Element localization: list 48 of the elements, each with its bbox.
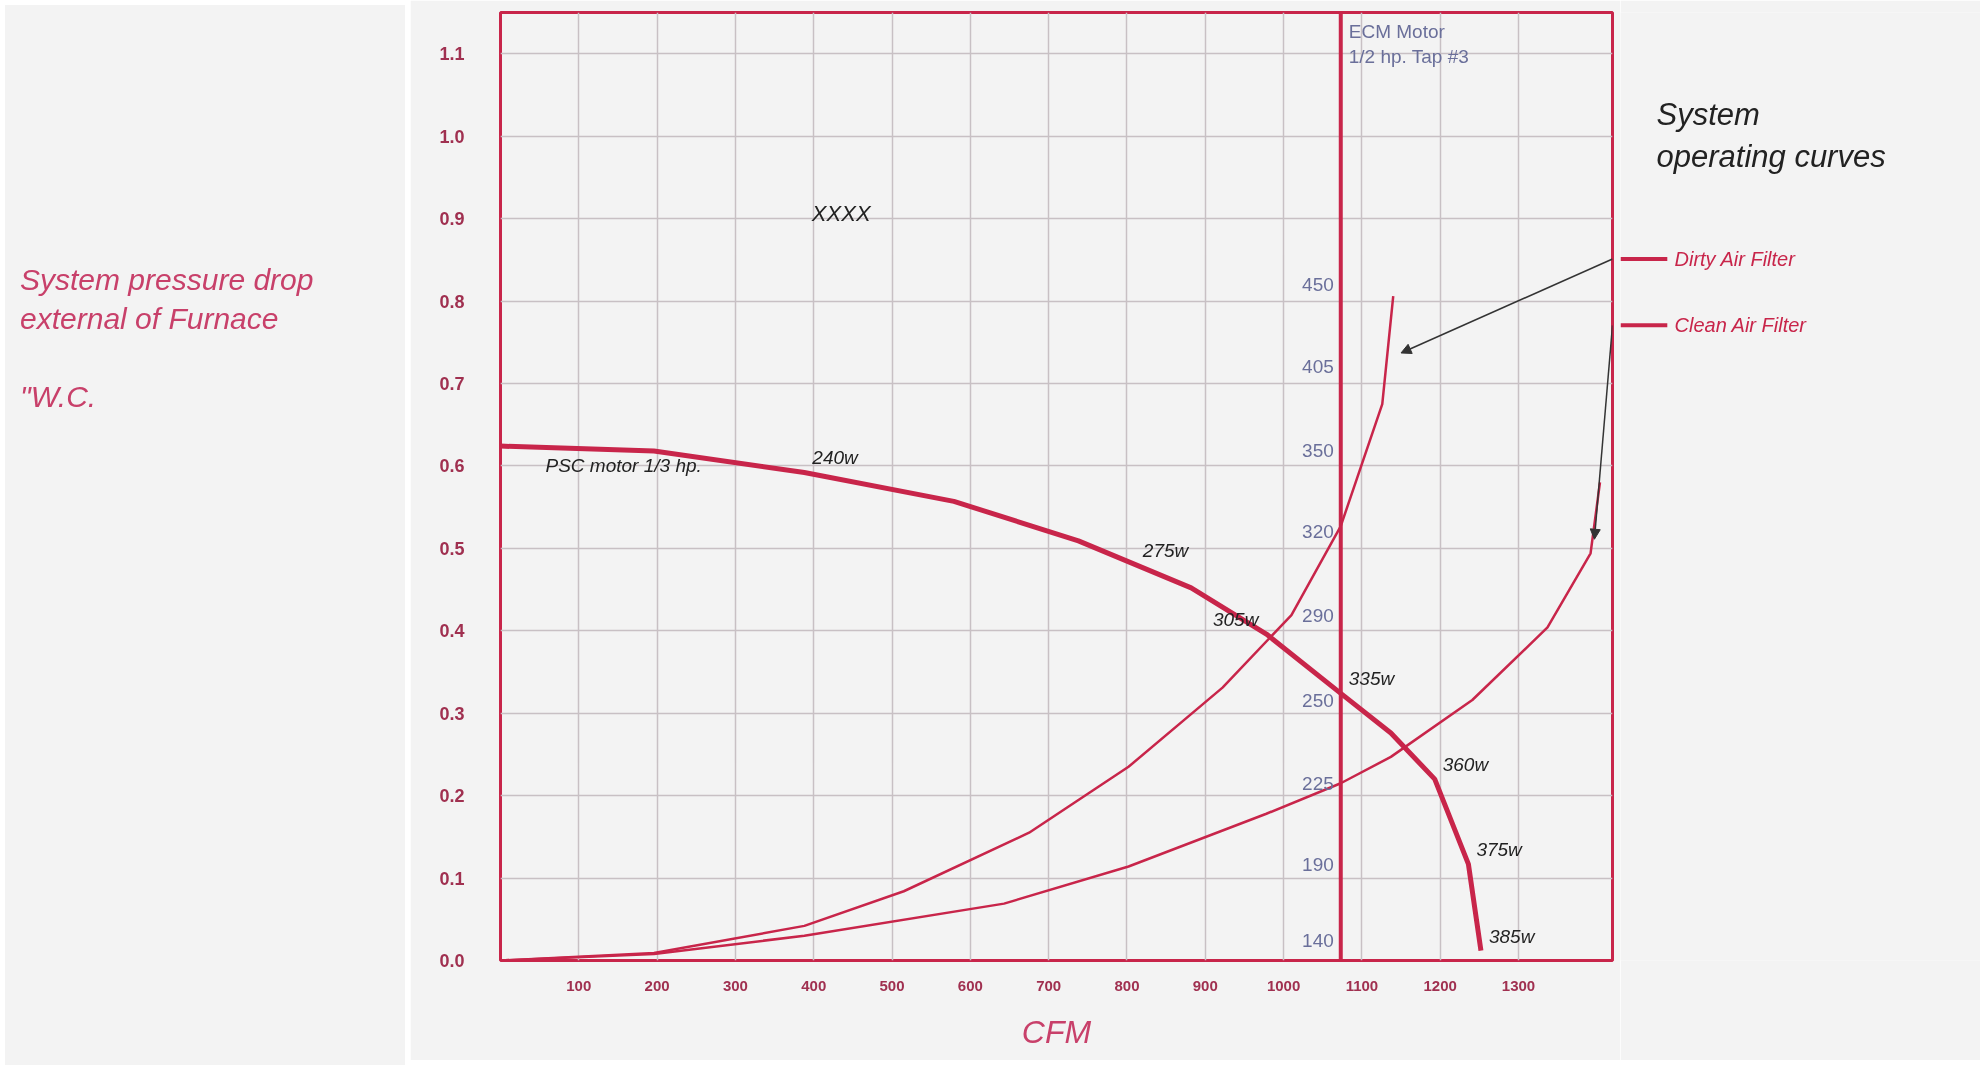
- annotation: 240w: [811, 447, 860, 469]
- annotation: 360w: [1442, 754, 1490, 776]
- x-tick-label: 600: [957, 976, 983, 994]
- annotation: 375w: [1476, 839, 1524, 861]
- ref-line-label: ECM Motor 1/2 hp. Tap #3: [1348, 21, 1469, 68]
- annotation: 350: [1302, 439, 1334, 461]
- x-axis-title: CFM: [1021, 1013, 1092, 1050]
- text: System operating curves: [1656, 96, 1886, 174]
- y-tick-label: 0.0: [439, 951, 465, 971]
- y-tick-label: 0.5: [439, 538, 465, 559]
- series-label: PSC motor 1/3 hp.: [545, 455, 702, 477]
- text: System pressure drop external of Furnace "W.C.: [20, 263, 314, 413]
- annotation: XXXX: [810, 200, 872, 226]
- y-tick-label: 1.1: [439, 44, 465, 65]
- legend-label: Clean Air Filter: [1674, 314, 1808, 337]
- y-tick-label: 1.0: [439, 126, 465, 147]
- x-tick-label: 400: [801, 976, 827, 994]
- y-tick-label: 0.7: [439, 373, 465, 394]
- x-tick-label: 300: [722, 976, 748, 994]
- y-tick-label: 0.1: [439, 868, 465, 889]
- x-tick-label: 1100: [1345, 976, 1379, 994]
- annotation: 250: [1302, 689, 1334, 711]
- x-tick-label: 1000: [1266, 976, 1301, 994]
- annotation: 275w: [1141, 539, 1190, 561]
- y-tick-label: 0.6: [439, 456, 465, 477]
- annotation: 405: [1302, 356, 1334, 378]
- x-tick-label: 100: [566, 976, 592, 994]
- x-tick-label: 200: [644, 976, 670, 994]
- annotation: 450: [1302, 274, 1334, 296]
- x-tick-label: 500: [879, 976, 905, 994]
- y-tick-label: 0.2: [439, 786, 465, 807]
- x-tick-label: 800: [1114, 976, 1140, 994]
- y-tick-label: 0.9: [439, 209, 465, 230]
- annotation: 320: [1302, 521, 1334, 543]
- y-tick-label: 0.8: [439, 291, 465, 312]
- annotation: 140: [1302, 930, 1334, 952]
- x-tick-label: 1300: [1501, 976, 1536, 994]
- annotation: 335w: [1348, 668, 1396, 690]
- legend-label: Dirty Air Filter: [1674, 247, 1797, 270]
- annotation: 190: [1302, 853, 1334, 875]
- x-tick-label: 1200: [1423, 976, 1457, 994]
- annotation: 385w: [1488, 925, 1536, 947]
- x-tick-label: 700: [1036, 976, 1062, 994]
- x-tick-label: 900: [1192, 976, 1218, 994]
- y-tick-label: 0.4: [439, 621, 465, 642]
- annotation: 290: [1302, 604, 1334, 626]
- y-tick-label: 0.3: [439, 703, 465, 724]
- annotation: 225: [1302, 772, 1334, 794]
